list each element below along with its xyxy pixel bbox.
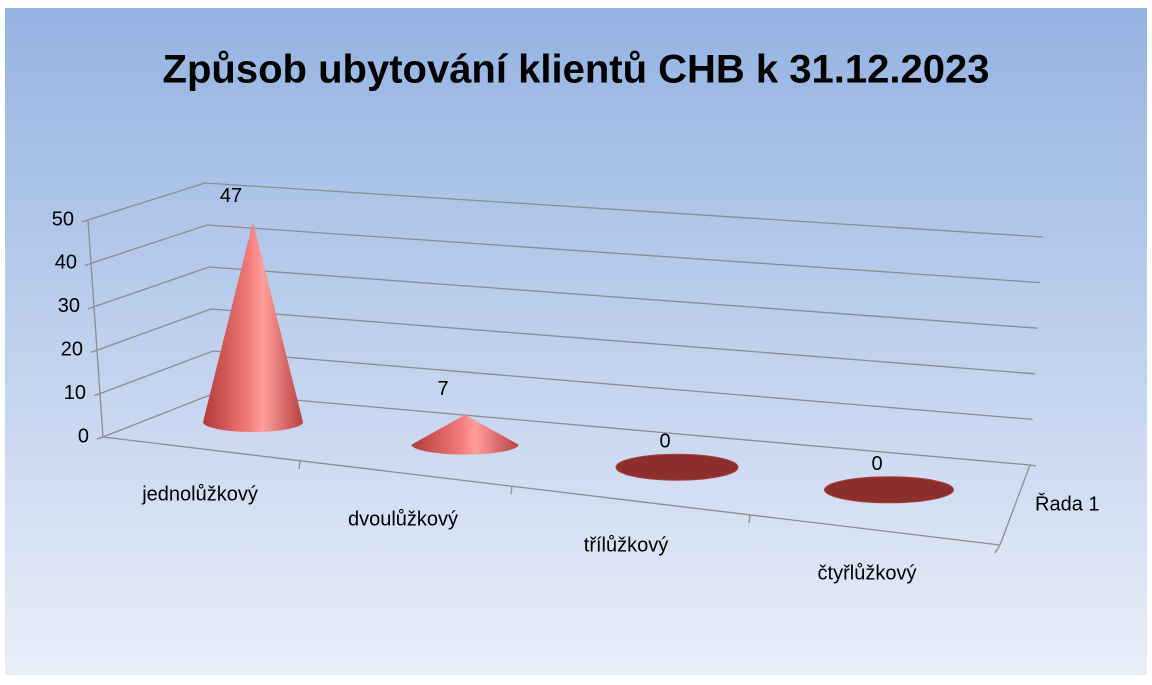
cone-body bbox=[411, 414, 519, 455]
grid-line bbox=[81, 182, 1044, 238]
tick bbox=[1029, 464, 1037, 467]
legend-label: Řada 1 bbox=[1035, 492, 1100, 515]
data-label: 7 bbox=[437, 378, 448, 400]
y-tick-label: 20 bbox=[61, 338, 83, 360]
y-tick-label: 0 bbox=[78, 425, 89, 447]
tick bbox=[298, 460, 301, 470]
floor-edge bbox=[102, 436, 1001, 546]
tick bbox=[748, 514, 751, 524]
grid-line bbox=[84, 224, 1041, 284]
data-label: 0 bbox=[659, 430, 670, 452]
cone bbox=[203, 221, 303, 432]
y-axis bbox=[87, 219, 104, 438]
background bbox=[5, 8, 1147, 675]
chart-title: Způsob ubytování klientů CHB k 31.12.202… bbox=[163, 48, 990, 92]
data-label: 47 bbox=[220, 185, 242, 207]
cone-body bbox=[203, 221, 303, 432]
grid-line bbox=[90, 308, 1036, 375]
x-tick-label: dvoulůžkový bbox=[348, 508, 458, 530]
cone bbox=[411, 414, 519, 455]
grid-line bbox=[96, 392, 1031, 466]
y-tick-label: 30 bbox=[58, 295, 80, 317]
cone-base bbox=[615, 453, 739, 481]
grid-line bbox=[87, 266, 1038, 329]
tick bbox=[510, 485, 513, 495]
x-tick-label: třílůžkový bbox=[584, 534, 668, 556]
data-label: 0 bbox=[871, 453, 882, 475]
y-tick-label: 40 bbox=[55, 252, 77, 274]
x-tick-label: jednolůžkový bbox=[141, 483, 258, 505]
cone-base bbox=[824, 476, 954, 504]
y-tick-label: 50 bbox=[52, 208, 74, 230]
x-tick-label: čtyřlůžkový bbox=[818, 562, 917, 584]
tick bbox=[994, 544, 1001, 554]
y-tick-label: 10 bbox=[64, 382, 86, 404]
grid-line bbox=[93, 350, 1033, 421]
floor-side bbox=[999, 464, 1031, 546]
axes bbox=[87, 219, 1037, 554]
